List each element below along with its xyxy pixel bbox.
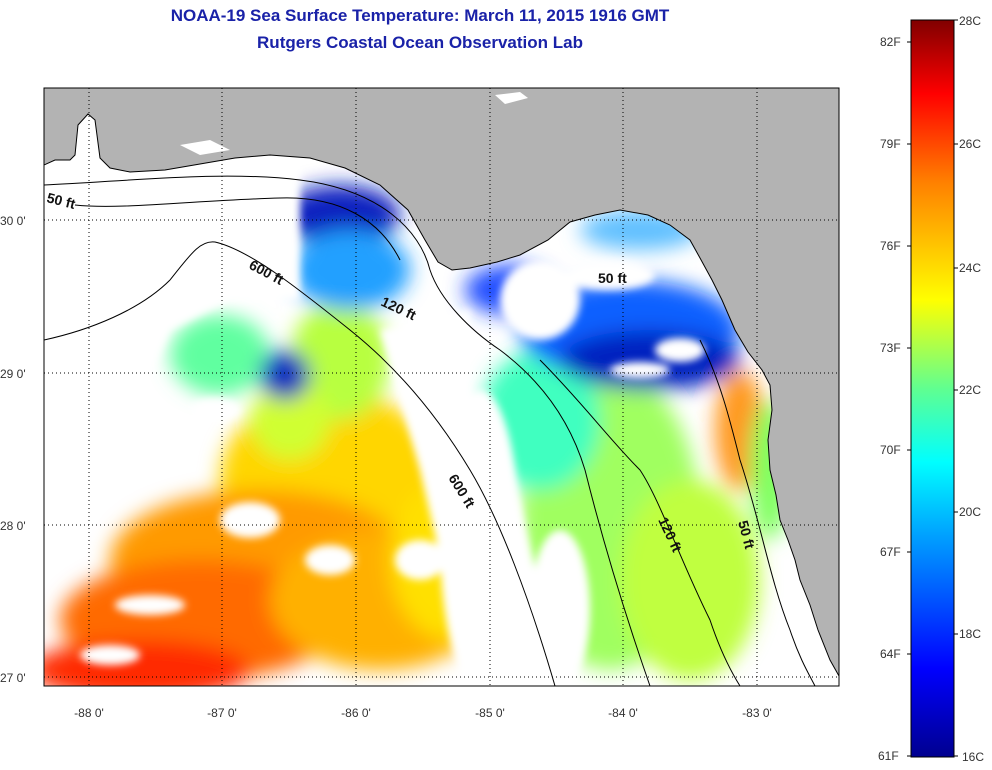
colorbar	[910, 19, 955, 758]
lon-tick-label: -85 0'	[475, 706, 505, 720]
contour-label: 50 ft	[598, 270, 627, 286]
contour-label: 50 ft	[45, 189, 77, 212]
lat-tick-label: 27 0'	[0, 671, 26, 685]
colorbar-fahrenheit-label: 67F	[880, 545, 901, 559]
lat-tick-label: 30 0'	[0, 214, 26, 228]
colorbar-fahrenheit-label: 61F	[878, 749, 899, 763]
colorbar-fahrenheit-label: 79F	[880, 137, 901, 151]
colorbar-celsius-label: 24C	[959, 261, 982, 275]
colorbar-celsius-label: 20C	[959, 505, 982, 519]
lon-tick-label: -83 0'	[742, 706, 772, 720]
lat-tick-label: 28 0'	[0, 519, 26, 533]
colorbar-fahrenheit-label: 70F	[880, 443, 901, 457]
colorbar-celsius-label: 26C	[959, 137, 982, 151]
colorbar-ticks	[907, 19, 958, 757]
map-title: NOAA-19 Sea Surface Temperature: March 1…	[170, 6, 670, 25]
depth-contours	[44, 175, 816, 686]
colorbar-celsius-label: 28C	[959, 14, 982, 28]
land-mass	[44, 88, 839, 678]
colorbar-fahrenheit-label: 73F	[880, 341, 901, 355]
colorbar-celsius-label: 18C	[959, 627, 982, 641]
lon-tick-label: -87 0'	[207, 706, 237, 720]
colorbar-fahrenheit-label: 82F	[880, 35, 901, 49]
colorbar-celsius-label: 16C	[962, 750, 985, 764]
colorbar-celsius-label: 22C	[959, 383, 982, 397]
plot-frame	[43, 87, 840, 687]
lon-tick-label: -86 0'	[341, 706, 371, 720]
contour-label: 50 ft	[735, 519, 758, 551]
map-subtitle: Rutgers Coastal Ocean Observation Lab	[257, 33, 583, 52]
gridlines	[44, 88, 839, 686]
lon-tick-label: -88 0'	[74, 706, 104, 720]
colorbar-fahrenheit-label: 64F	[880, 647, 901, 661]
colorbar-fahrenheit-label: 76F	[880, 239, 901, 253]
lon-tick-label: -84 0'	[608, 706, 638, 720]
lat-tick-label: 29 0'	[0, 367, 26, 381]
